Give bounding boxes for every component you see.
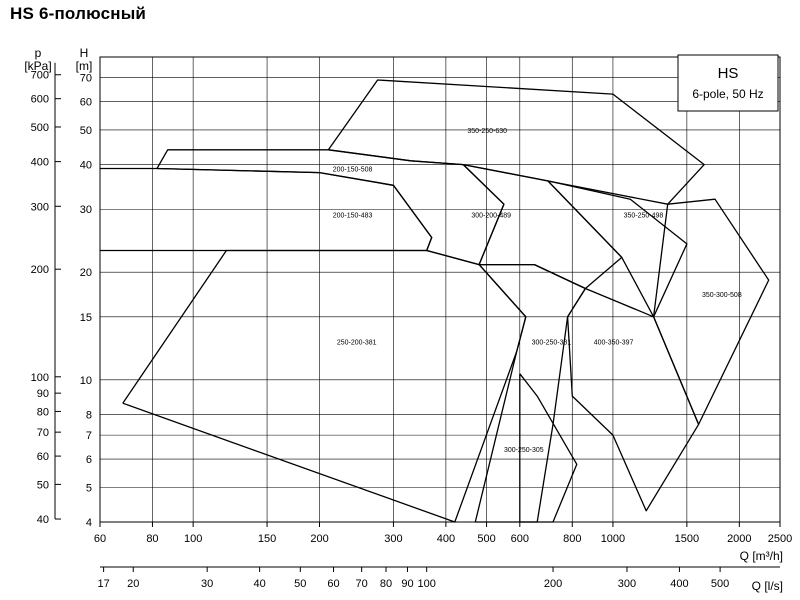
y-tick-label: 50 xyxy=(80,125,92,137)
y2-tick-label: 40 xyxy=(37,514,49,526)
y-tick-label: 10 xyxy=(80,375,92,387)
x2-tick-label: 500 xyxy=(711,578,729,590)
x-tick-label: 100 xyxy=(184,533,202,545)
x2-tick-label: 80 xyxy=(380,578,392,590)
y2-tick-label: 50 xyxy=(37,479,49,491)
x-tick-label: 400 xyxy=(437,533,455,545)
y-tick-label: 30 xyxy=(80,204,92,216)
x-tick-label: 2000 xyxy=(727,533,751,545)
region-300-250-381 xyxy=(474,263,587,523)
y2-tick-label: 200 xyxy=(31,264,49,276)
x-tick-label: 800 xyxy=(563,533,581,545)
y2-axis-title-line1: p xyxy=(35,46,42,60)
legend: HS 6-pole, 50 Hz xyxy=(677,54,779,112)
x2-tick-label: 20 xyxy=(127,578,139,590)
x2-tick-label: 30 xyxy=(201,578,213,590)
x2-tick-label: 70 xyxy=(356,578,368,590)
x2-tick-label: 100 xyxy=(417,578,435,590)
region-labels: 350-250-630 200-150-508 200-150-483 300-200… xyxy=(333,128,742,454)
y2-tick-label: 100 xyxy=(31,372,49,384)
page-title: HS 6-полюсный xyxy=(10,4,147,23)
y2-axis-title-line2: [kPa] xyxy=(24,59,51,73)
x-tick-label: 80 xyxy=(146,533,158,545)
y-tick-label: 8 xyxy=(86,409,92,421)
x2-axis-title: Q [l/s] xyxy=(752,579,783,593)
grid xyxy=(99,57,781,523)
region-label: 350-300-508 xyxy=(702,292,742,299)
region-label: 250-200-381 xyxy=(337,339,377,346)
x-tick-label: 1000 xyxy=(601,533,625,545)
y2-tick-label: 600 xyxy=(31,94,49,106)
x2-tick-label: 90 xyxy=(401,578,413,590)
y-tick-label: 7 xyxy=(86,430,92,442)
region-200-150-508 xyxy=(156,149,505,266)
region-300-250-305 xyxy=(519,373,578,523)
x-tick-label: 150 xyxy=(258,533,276,545)
plot-frame xyxy=(99,56,781,523)
region-label: 300-250-381 xyxy=(532,339,572,346)
region-label: 300-250-305 xyxy=(504,447,544,454)
y-tick-label: 70 xyxy=(80,73,92,85)
region-350-250-630 xyxy=(327,79,705,205)
y-tick-label: 5 xyxy=(86,482,92,494)
x2-tick-label: 17 xyxy=(97,578,109,590)
region-label: 350-250-498 xyxy=(624,213,664,220)
y-tick-label: 40 xyxy=(80,160,92,172)
x2-tick-label: 50 xyxy=(294,578,306,590)
y2-tick-label: 60 xyxy=(37,451,49,463)
x2-tick-label: 200 xyxy=(544,578,562,590)
y-tick-label: 60 xyxy=(80,97,92,109)
region-350-300-508 xyxy=(652,198,770,426)
y2-tick-label: 400 xyxy=(31,157,49,169)
y-tick-label: 20 xyxy=(80,267,92,279)
x-tick-label: 60 xyxy=(94,533,106,545)
y-axis-title-line2: [m] xyxy=(76,59,93,73)
region-label: 200-150-483 xyxy=(333,213,373,220)
y2-tick-label: 300 xyxy=(31,201,49,213)
x-tick-label: 1500 xyxy=(675,533,699,545)
x2-tick-label: 60 xyxy=(327,578,339,590)
y2-tick-label: 90 xyxy=(37,388,49,400)
axes: 60 80 100 150 200 300 400 500 600 800 1000 1500 2000… xyxy=(31,62,792,590)
y-tick-label: 15 xyxy=(80,312,92,324)
x-tick-label: 500 xyxy=(477,533,495,545)
region-label: 200-150-508 xyxy=(333,167,373,174)
x2-tick-label: 40 xyxy=(253,578,265,590)
y2-tick-label: 70 xyxy=(37,427,49,439)
region-350-250-498 xyxy=(547,180,688,318)
legend-subtitle: 6-pole, 50 Hz xyxy=(692,87,763,101)
x-tick-label: 300 xyxy=(384,533,402,545)
region-label: 350-250-630 xyxy=(467,128,507,135)
region-400-350-397 xyxy=(566,287,700,512)
region-300-200-489 xyxy=(462,163,623,290)
x-axis-title: Q [m³/h] xyxy=(740,549,783,563)
y-tick-label: 6 xyxy=(86,454,92,466)
region-label: 400-350-397 xyxy=(594,339,634,346)
y2-tick-label: 500 xyxy=(31,122,49,134)
x2-tick-label: 300 xyxy=(618,578,636,590)
pump-regions xyxy=(100,79,770,523)
region-label: 300-200-489 xyxy=(471,213,511,220)
y2-tick-label: 700 xyxy=(31,70,49,82)
y2-tick-label: 80 xyxy=(37,406,49,418)
x-tick-label: 2500 xyxy=(768,533,792,545)
legend-title: HS xyxy=(718,65,739,82)
y-tick-label: 4 xyxy=(86,517,92,529)
region-250-200-381 xyxy=(122,249,527,523)
x2-tick-label: 400 xyxy=(670,578,688,590)
x-tick-label: 600 xyxy=(511,533,529,545)
y-axis-title-line1: H xyxy=(80,46,89,60)
x-tick-label: 200 xyxy=(310,533,328,545)
